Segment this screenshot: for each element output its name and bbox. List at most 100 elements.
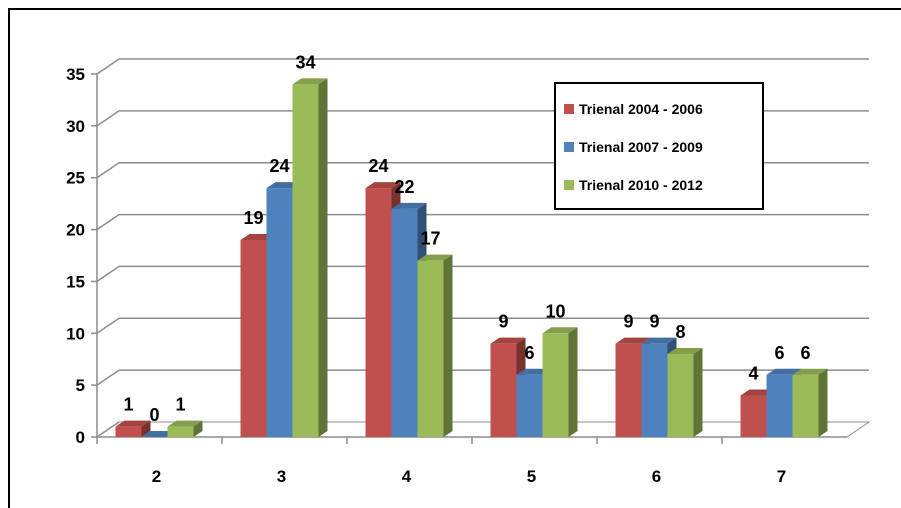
data-label: 22: [394, 177, 414, 197]
legend-label-series-3: Trienal 2010 - 2012: [579, 177, 703, 193]
y-tick-label: 25: [66, 169, 85, 188]
bar-top: [417, 254, 453, 261]
bar-top: [667, 348, 703, 355]
axes: [91, 73, 847, 444]
gridline-depth: [96, 110, 120, 127]
bar-2-series-3: [167, 420, 203, 437]
x-tick-label: 3: [277, 467, 286, 486]
bar-top: [792, 368, 828, 375]
gridline-depth: [96, 213, 120, 231]
bar-6-series-3: [667, 348, 703, 437]
bar-front: [641, 343, 668, 437]
data-label: 9: [649, 312, 659, 332]
bar-side: [141, 420, 151, 437]
data-label: 8: [675, 322, 685, 342]
bar-top: [391, 202, 427, 209]
gridline-depth: [96, 58, 120, 75]
x-tick-label: 7: [777, 467, 786, 486]
bar-side: [818, 368, 828, 437]
bar-side: [318, 78, 328, 437]
bar-front: [365, 188, 392, 437]
bar-7-series-3: [792, 368, 828, 437]
bar-top: [615, 337, 651, 344]
y-tick-label: 20: [66, 221, 85, 240]
data-label: 24: [269, 156, 289, 176]
bar-side: [568, 327, 578, 437]
bar-side: [443, 254, 453, 437]
bar-front: [542, 333, 569, 437]
data-label: 6: [800, 343, 810, 363]
bar-top: [167, 420, 203, 427]
y-tick-label: 30: [66, 117, 85, 136]
data-label: 4: [748, 364, 758, 384]
bar-2-series-1: [115, 420, 151, 437]
bar-front: [292, 84, 319, 437]
bar-front: [240, 239, 267, 437]
bar-front: [740, 395, 767, 437]
data-label: 1: [123, 395, 133, 415]
bar-front: [792, 374, 819, 437]
bar-side: [693, 348, 703, 437]
data-label: 19: [243, 208, 263, 228]
bar-front: [667, 354, 694, 437]
y-tick-label: 15: [66, 272, 85, 291]
bar-front: [766, 374, 793, 437]
data-label: 10: [545, 301, 565, 321]
legend-item-series-3: Trienal 2010 - 2012: [564, 166, 754, 204]
bar-front: [417, 260, 444, 437]
y-tick-label: 35: [66, 65, 85, 84]
x-tick-labels: 2 3 4 5 6 7: [152, 467, 786, 486]
x-tick-label: 6: [652, 467, 661, 486]
bar-3-series-3: [292, 78, 328, 437]
bar-top: [365, 182, 401, 189]
bar-front: [167, 426, 194, 437]
gridline-depth: [96, 317, 120, 334]
legend-swatch-series-2: [564, 142, 574, 152]
data-label: 6: [524, 343, 534, 363]
data-label: 6: [774, 343, 784, 363]
data-label: 17: [420, 229, 440, 249]
bar-side: [193, 420, 203, 437]
bar-front: [115, 426, 142, 437]
legend-label-series-2: Trienal 2007 - 2009: [579, 139, 703, 155]
gridline-depth: [96, 265, 120, 283]
legend-label-series-1: Trienal 2004 - 2006: [579, 101, 703, 117]
legend-swatch-series-1: [564, 104, 574, 114]
bar-4-series-3: [417, 254, 453, 437]
data-label: 24: [368, 156, 388, 176]
y-tick-labels: 0 5 10 15 20 25 30 35: [66, 65, 85, 447]
x-tick-label: 4: [402, 467, 412, 486]
gridline-depth: [96, 421, 120, 438]
bars: [115, 78, 828, 437]
bar-front: [615, 343, 642, 437]
legend-item-series-1: Trienal 2004 - 2006: [564, 90, 754, 128]
bar-top: [115, 420, 151, 427]
bar-top: [641, 337, 677, 344]
data-label: 0: [149, 405, 159, 425]
bar-front: [266, 188, 293, 437]
y-tick-label: 0: [76, 428, 85, 447]
bar-top: [766, 368, 802, 375]
y-tick-label: 5: [76, 376, 85, 395]
x-tick-label: 2: [152, 467, 161, 486]
bar-front: [391, 208, 418, 437]
x-tick-label: 5: [527, 467, 536, 486]
data-label: 34: [295, 52, 315, 72]
legend-swatch-series-3: [564, 180, 574, 190]
bar-5-series-3: [542, 327, 578, 437]
bar-top: [292, 78, 328, 85]
data-label: 9: [498, 312, 508, 332]
bar-top: [490, 337, 526, 344]
gridline-depth: [96, 369, 120, 386]
legend: Trienal 2004 - 2006 Trienal 2007 - 2009 …: [554, 82, 764, 210]
data-label: 9: [623, 312, 633, 332]
legend-item-series-2: Trienal 2007 - 2009: [564, 128, 754, 166]
bar-front: [490, 343, 517, 437]
y-tick-label: 10: [66, 324, 85, 343]
bar-front: [516, 374, 543, 437]
data-label: 1: [175, 395, 185, 415]
gridline-depth: [96, 162, 120, 179]
bar-top: [542, 327, 578, 334]
